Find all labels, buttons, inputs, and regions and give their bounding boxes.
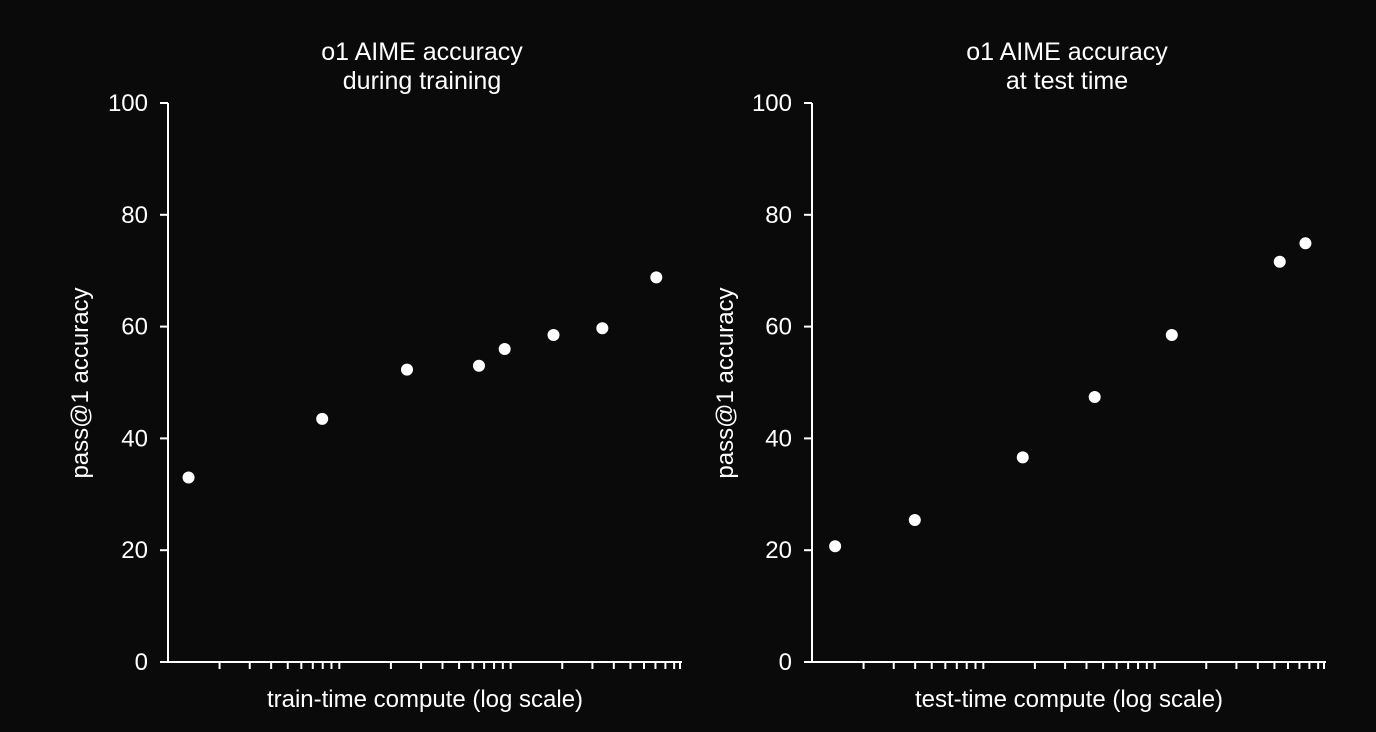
data-point <box>1016 451 1029 464</box>
y-tick-label: 80 <box>765 202 792 229</box>
chart-title-line: o1 AIME accuracy <box>321 38 523 66</box>
data-point <box>908 514 921 527</box>
data-point <box>401 363 414 376</box>
y-tick-label: 0 <box>779 649 792 676</box>
y-tick-label: 100 <box>752 90 792 117</box>
y-tick-label: 100 <box>108 90 148 117</box>
data-point <box>498 342 511 355</box>
data-point <box>596 322 609 335</box>
y-axis-label: pass@1 accuracy <box>712 287 739 478</box>
y-axis-label: pass@1 accuracy <box>67 287 94 478</box>
x-axis-label: test-time compute (log scale) <box>915 686 1223 713</box>
data-point <box>472 359 485 372</box>
y-tick-label: 20 <box>765 537 792 564</box>
data-point <box>1273 255 1286 268</box>
data-point <box>1299 237 1312 250</box>
chart-title-line: during training <box>343 67 501 95</box>
y-tick-label: 60 <box>765 314 792 341</box>
data-point <box>182 471 195 484</box>
data-point <box>1165 328 1178 341</box>
data-point <box>316 412 329 425</box>
data-point <box>829 540 842 553</box>
y-tick-label: 40 <box>765 425 792 452</box>
y-tick-label: 0 <box>135 649 148 676</box>
y-tick-label: 20 <box>121 537 148 564</box>
y-tick-label: 40 <box>121 425 148 452</box>
chart-title-line: at test time <box>1006 67 1128 95</box>
data-point <box>547 328 560 341</box>
x-axis-label: train-time compute (log scale) <box>267 686 583 713</box>
chart-title-line: o1 AIME accuracy <box>966 38 1168 66</box>
data-point <box>1088 391 1101 404</box>
data-point <box>650 271 663 284</box>
y-tick-label: 60 <box>121 314 148 341</box>
y-tick-label: 80 <box>121 202 148 229</box>
